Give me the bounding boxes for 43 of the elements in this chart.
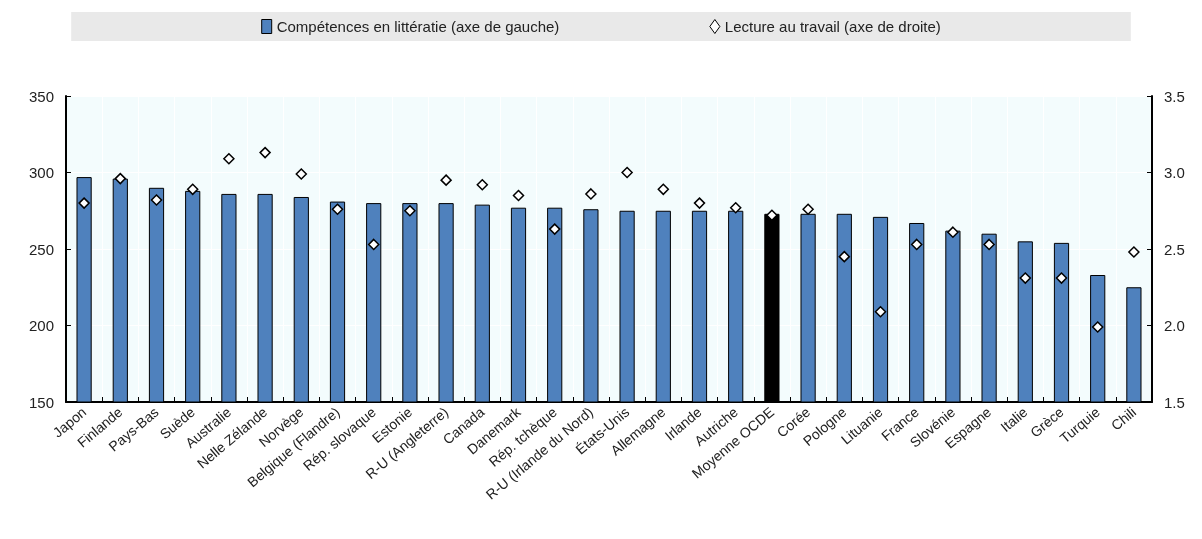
point [693, 197, 706, 209]
point [259, 146, 271, 159]
y-tick-label: 350 [28, 87, 54, 105]
point [78, 197, 90, 209]
point [802, 203, 814, 215]
point [223, 152, 235, 165]
y2-tick-label: 3.0 [1164, 164, 1185, 181]
point [585, 188, 597, 200]
point [838, 250, 851, 263]
point [1055, 272, 1068, 284]
point [404, 205, 416, 217]
point [947, 226, 959, 238]
point [440, 174, 452, 186]
legend-label: Compétences en littératie (axe de gauche) [276, 18, 560, 35]
y-tick-label: 200 [28, 317, 54, 334]
point [1091, 321, 1104, 333]
point [367, 238, 380, 251]
point [295, 168, 308, 180]
point [331, 203, 344, 215]
point [114, 172, 127, 185]
point [657, 183, 670, 196]
point [150, 194, 163, 206]
x-tick-label: Chili [1107, 403, 1140, 434]
y2-tick-label: 2.0 [1164, 317, 1185, 334]
point [186, 183, 199, 196]
y2-tick-label: 2.5 [1164, 240, 1185, 258]
point [729, 201, 742, 214]
point [874, 305, 887, 318]
x-tick-label: Italie [997, 403, 1031, 436]
y-tick-label: 250 [28, 240, 54, 258]
point [910, 238, 923, 251]
point [621, 166, 633, 179]
point [983, 238, 995, 251]
point [1128, 246, 1140, 258]
point [548, 223, 561, 235]
point [1019, 272, 1032, 284]
y-tick-label: 300 [28, 164, 54, 181]
y2-tick-label: 1.5 [1164, 393, 1185, 411]
point [512, 189, 525, 202]
y-tick-label: 150 [28, 393, 54, 411]
point [476, 178, 489, 191]
y2-tick-label: 3.5 [1164, 87, 1185, 105]
legend-label: Lecture au travail (axe de droite) [724, 18, 941, 35]
